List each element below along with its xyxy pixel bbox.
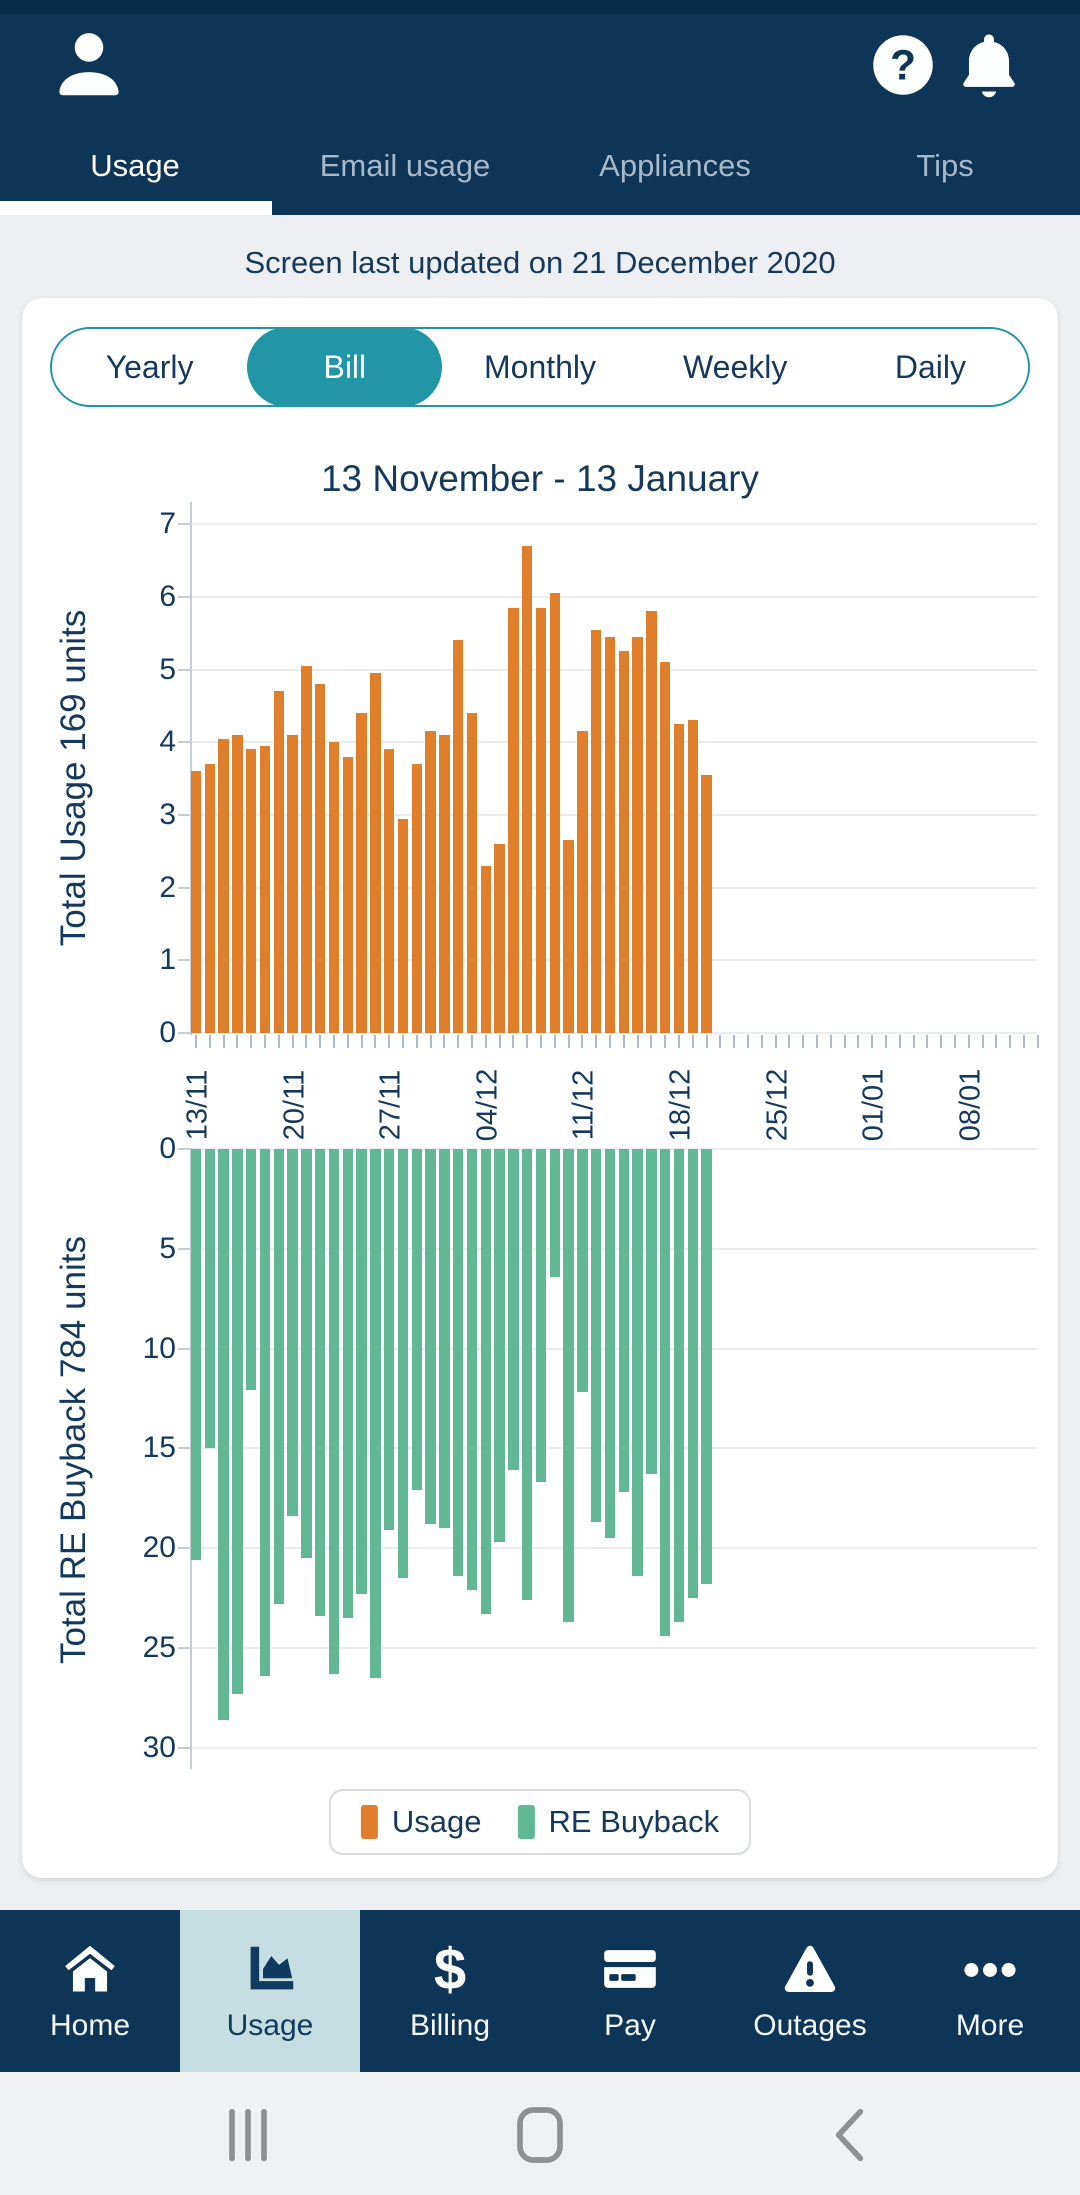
more-dots-icon [964, 1963, 1016, 1977]
legend-re-buyback-label: RE Buyback [548, 1804, 720, 1839]
svg-text:?: ? [890, 42, 916, 89]
usage-card [22, 298, 1058, 1878]
period-selector: Yearly Bill Monthly Weekly Daily [50, 327, 1030, 407]
period-monthly[interactable]: Monthly [483, 348, 597, 385]
warning-icon [784, 1945, 836, 1992]
re-buyback-swatch [517, 1805, 535, 1839]
legend-item-re-buyback: RE Buyback [517, 1804, 720, 1840]
usage-axis-title: Total Usage 169 units [54, 609, 93, 947]
tab-appliances[interactable]: Appliances [599, 148, 751, 183]
buyback-axis-title: Total RE Buyback 784 units [54, 1235, 93, 1665]
home-icon [65, 1945, 115, 1992]
help-icon[interactable]: ? [868, 30, 938, 100]
android-nav-bar [0, 2072, 1080, 2195]
bell-icon[interactable] [952, 28, 1026, 102]
nav-pay-label: Pay [604, 2009, 656, 2042]
android-home-icon[interactable] [500, 2095, 580, 2175]
dollar-icon: $ [433, 1937, 467, 2002]
chart-title: 13 November - 13 January [320, 458, 760, 499]
nav-outages-label: Outages [753, 2009, 867, 2042]
period-daily[interactable]: Daily [894, 348, 966, 385]
nav-item-pay[interactable]: Pay [540, 1910, 720, 2072]
nav-item-billing[interactable]: $ Billing [360, 1910, 540, 2072]
back-icon[interactable] [812, 2095, 892, 2175]
tab-tips[interactable]: Tips [916, 148, 974, 183]
period-weekly[interactable]: Weekly [683, 348, 788, 385]
nav-more-label: More [955, 2009, 1025, 2042]
bottom-nav: Home Usage $ Billing Pay [0, 1910, 1080, 2072]
tab-usage[interactable]: Usage [90, 148, 180, 183]
nav-home-label: Home [49, 2009, 131, 2042]
app-header: ? Usage Email usage Appliances Tips [0, 0, 1080, 215]
nav-item-more[interactable]: More [900, 1910, 1080, 2072]
status-bar [0, 0, 1080, 14]
nav-item-home[interactable]: Home [0, 1910, 180, 2072]
nav-billing-label: Billing [409, 2009, 491, 2042]
credit-card-icon [604, 1950, 656, 1988]
legend-item-usage: Usage [360, 1804, 482, 1840]
top-tab-bar: Usage Email usage Appliances Tips [0, 130, 1080, 202]
chart-legend: Usage RE Buyback [328, 1789, 752, 1855]
tab-email-usage[interactable]: Email usage [319, 148, 491, 183]
last-updated-text: Screen last updated on 21 December 2020 [244, 245, 836, 280]
usage-swatch [360, 1805, 378, 1839]
nav-item-outages[interactable]: Outages [720, 1910, 900, 2072]
usage-chart-icon [250, 1946, 294, 1990]
period-bill[interactable]: Bill [247, 327, 443, 407]
recents-icon[interactable] [208, 2095, 288, 2175]
nav-usage-label: Usage [226, 2009, 314, 2042]
nav-item-usage[interactable]: Usage [180, 1910, 360, 2072]
legend-usage-label: Usage [391, 1804, 482, 1839]
profile-icon[interactable] [50, 24, 128, 104]
active-tab-underline [0, 201, 272, 215]
period-yearly[interactable]: Yearly [105, 348, 194, 385]
